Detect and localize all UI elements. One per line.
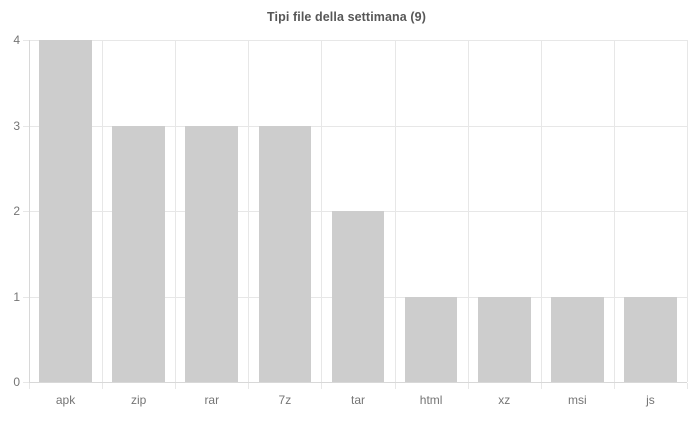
x-tick-label-zip: zip <box>130 393 147 407</box>
y-tick-mark <box>23 296 29 298</box>
bar-rar[interactable] <box>185 125 239 382</box>
y-tick-mark <box>23 40 29 41</box>
x-tick-mark <box>175 383 177 389</box>
x-tick-mark <box>687 383 688 389</box>
x-tick-mark <box>613 383 615 389</box>
v-gridline <box>613 40 615 382</box>
bar-html[interactable] <box>404 296 458 382</box>
x-tick-label-7z: 7z <box>278 393 292 407</box>
y-tick-mark <box>23 125 29 127</box>
v-gridline <box>540 40 542 382</box>
x-tick-label-apk: apk <box>55 393 76 407</box>
bar-zip[interactable] <box>112 125 165 382</box>
x-tick-mark <box>394 383 396 389</box>
y-tick-label: 4 <box>13 33 20 47</box>
x-tick-mark <box>467 383 469 389</box>
bar-7z[interactable] <box>258 125 312 382</box>
x-tick-mark <box>248 383 250 389</box>
bar-xz[interactable] <box>477 296 531 382</box>
y-tick-mark <box>23 382 29 383</box>
x-tick-label-xz: xz <box>498 393 511 407</box>
x-axis-line <box>29 382 687 383</box>
x-tick-label-rar: rar <box>204 393 220 407</box>
v-gridline <box>687 40 688 382</box>
x-tick-mark <box>102 383 104 389</box>
v-gridline <box>102 40 104 382</box>
x-tick-label-js: js <box>646 393 655 407</box>
v-gridline <box>467 40 469 382</box>
y-tick-label: 3 <box>13 118 20 133</box>
y-tick-mark <box>23 211 29 212</box>
bar-msi[interactable] <box>551 296 604 382</box>
x-tick-label-tar: tar <box>350 393 365 407</box>
v-gridline <box>175 40 177 382</box>
y-tick-label: 2 <box>13 204 20 218</box>
y-tick-label: 1 <box>13 289 20 304</box>
x-tick-mark <box>29 383 30 389</box>
x-tick-label-html: html <box>419 393 443 407</box>
h-gridline <box>29 40 687 41</box>
v-gridline <box>394 40 396 382</box>
h-gridline <box>29 125 687 127</box>
chart-title: Tipi file della settimana (9) <box>267 10 426 24</box>
plot-area <box>29 40 688 383</box>
x-tick-label-msi: msi <box>567 393 587 407</box>
v-gridline <box>248 40 250 382</box>
x-tick-mark <box>540 383 542 389</box>
y-axis-line <box>29 40 30 382</box>
y-tick-label: 0 <box>13 375 20 389</box>
bar-tar[interactable] <box>331 211 385 382</box>
x-tick-mark <box>321 383 323 389</box>
v-gridline <box>321 40 323 382</box>
bar-js[interactable] <box>624 296 677 382</box>
bar-apk[interactable] <box>39 40 92 382</box>
